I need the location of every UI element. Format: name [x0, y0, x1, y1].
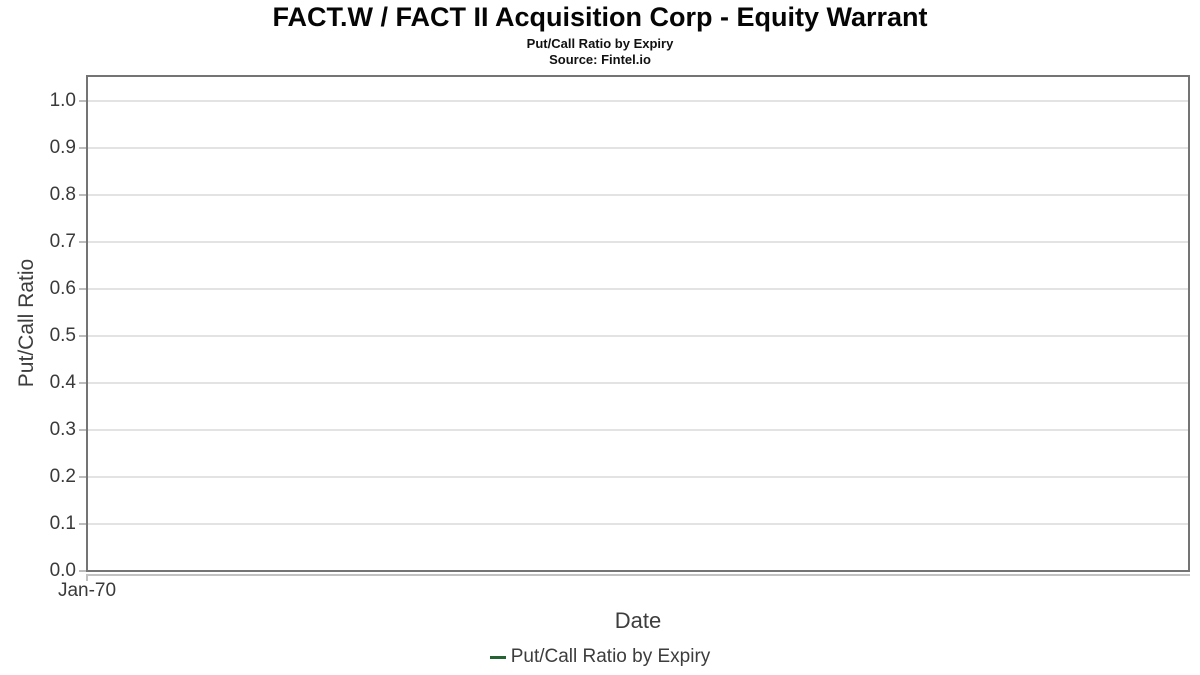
x-tick-label: Jan-70: [57, 580, 117, 601]
y-tick-mark: [79, 287, 86, 290]
chart-subtitle: Put/Call Ratio by Expiry: [526, 36, 674, 51]
gridline: [88, 146, 1188, 149]
y-tick-label: 0.8: [49, 183, 76, 205]
gridline: [88, 287, 1188, 290]
y-tick-mark: [79, 99, 86, 102]
chart-source: Source: Fintel.io: [549, 52, 651, 67]
gridline: [88, 193, 1188, 196]
gridline: [88, 522, 1188, 525]
y-tick-label: 0.5: [49, 324, 76, 346]
x-tick-mark: [86, 576, 88, 581]
chart-title: FACT.W / FACT II Acquisition Corp - Equi…: [272, 2, 928, 32]
y-tick-mark: [79, 569, 86, 572]
gridline: [88, 334, 1188, 337]
y-tick-label: 0.1: [49, 512, 76, 534]
legend-line-swatch: [489, 655, 506, 659]
x-axis-line: [86, 574, 1190, 576]
y-tick-label: 0.0: [49, 559, 76, 581]
y-tick-mark: [79, 193, 86, 196]
y-tick-mark: [79, 428, 86, 431]
y-tick-label: 0.7: [49, 230, 76, 252]
gridline: [88, 475, 1188, 478]
x-axis-title: Date: [614, 608, 662, 633]
y-tick-label: 1.0: [49, 89, 76, 111]
y-tick-mark: [79, 334, 86, 337]
gridline: [88, 99, 1188, 102]
gridline: [88, 381, 1188, 384]
y-tick-mark: [79, 381, 86, 384]
y-tick-mark: [79, 146, 86, 149]
legend-label: Put/Call Ratio by Expiry: [510, 646, 711, 667]
y-tick-label: 0.9: [49, 136, 76, 158]
y-tick-mark: [79, 475, 86, 478]
y-tick-label: 0.4: [49, 371, 76, 393]
y-tick-label: 0.3: [49, 418, 76, 440]
gridline: [88, 428, 1188, 431]
y-tick-mark: [79, 522, 86, 525]
chart-legend: Put/Call Ratio by Expiry: [0, 646, 1200, 668]
y-tick-mark: [79, 240, 86, 243]
y-tick-label: 0.6: [49, 277, 76, 299]
legend-item: Put/Call Ratio by Expiry: [489, 646, 711, 668]
plot-area: [86, 75, 1190, 572]
y-tick-label: 0.2: [49, 465, 76, 487]
gridline: [88, 240, 1188, 243]
